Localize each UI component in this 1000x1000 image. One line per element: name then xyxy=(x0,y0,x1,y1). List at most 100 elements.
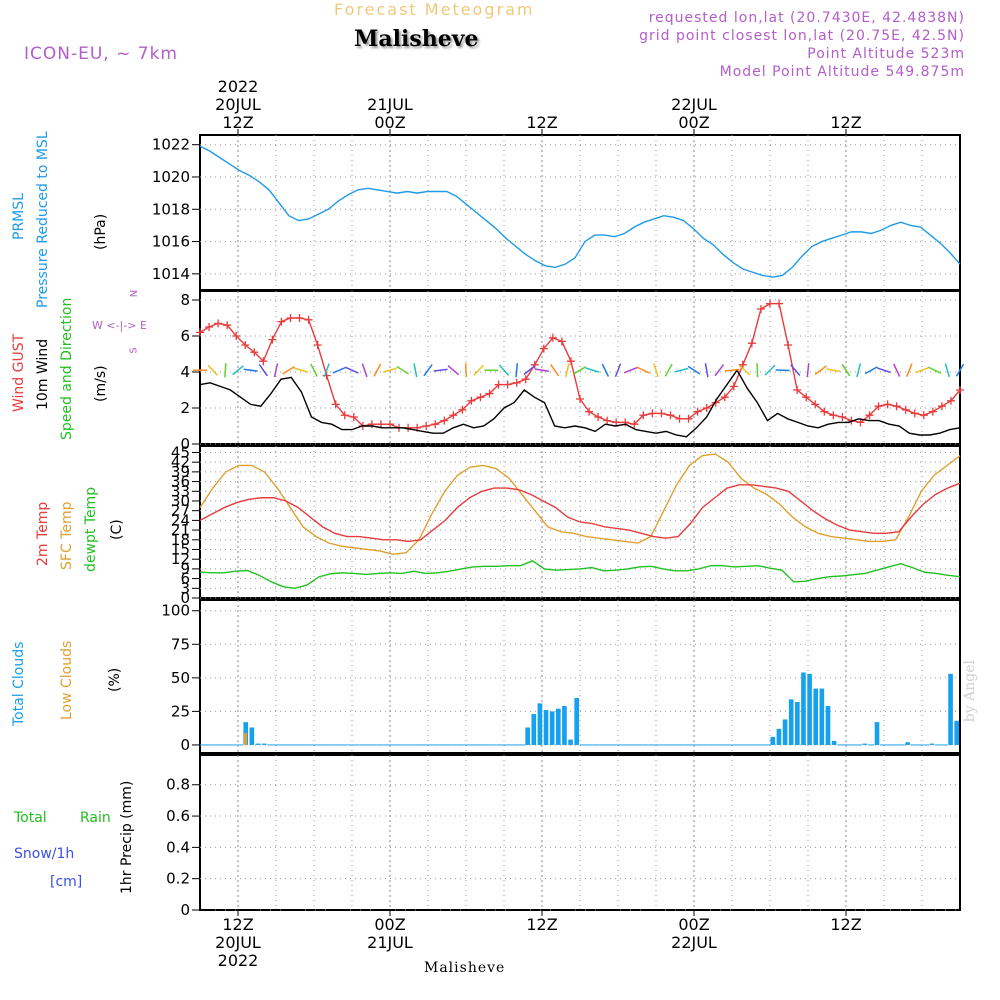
ytick-label-temp: 15 xyxy=(171,540,190,558)
gust-marker xyxy=(557,337,566,346)
gust-marker xyxy=(729,382,738,391)
ytick-label-temp: 12 xyxy=(171,550,190,568)
low-cloud-bar xyxy=(243,732,248,745)
ytick-label-pressure: 1018 xyxy=(152,200,190,218)
ytick-label-temp: 18 xyxy=(171,531,190,549)
gust-marker xyxy=(603,416,612,425)
gust-marker xyxy=(268,335,277,344)
wind-arrow xyxy=(704,363,709,378)
ytick-label-temp: 3 xyxy=(180,579,190,597)
gust-marker xyxy=(666,411,675,420)
bottom-time-label: 20JUL xyxy=(215,933,261,952)
precip-unit: 1hr Precip (mm) xyxy=(119,780,135,894)
total-cloud-bar xyxy=(795,702,800,745)
wind-arrow xyxy=(653,363,659,378)
gust-marker xyxy=(340,411,349,420)
gust-marker xyxy=(367,420,376,429)
gust-marker xyxy=(313,341,322,349)
total-cloud-bar xyxy=(549,711,555,745)
bottom-time-label: 22JUL xyxy=(671,933,717,952)
wind-arrow xyxy=(601,363,610,377)
total-cloud-bar xyxy=(261,743,267,745)
ytick-label-temp: 9 xyxy=(180,560,190,578)
gust-marker xyxy=(892,402,901,411)
ytick-label-temp: 30 xyxy=(171,492,190,510)
wind-arrow xyxy=(224,363,227,378)
gust-marker xyxy=(612,418,621,427)
gust-marker xyxy=(747,339,756,348)
ytick-label-wind: 4 xyxy=(180,363,190,381)
watermark: by Angel xyxy=(962,660,978,723)
gust-marker xyxy=(820,407,829,416)
wind-arrow xyxy=(232,365,244,376)
gust-marker xyxy=(829,411,838,420)
total-cloud-bar xyxy=(770,736,776,745)
gust-marker xyxy=(937,402,946,411)
wind-arrow xyxy=(534,368,550,373)
precip-snow-label: Snow/1h xyxy=(14,846,75,862)
low-clouds-label: Low Clouds xyxy=(59,640,75,720)
ytick-label-clouds: 25 xyxy=(171,702,190,720)
total-cloud-bar xyxy=(954,720,959,745)
gust-marker xyxy=(196,328,204,337)
total-cloud-bar xyxy=(801,672,806,745)
wind-arrow xyxy=(955,363,965,377)
ytick-label-pressure: 1020 xyxy=(152,168,190,186)
wind-arrow xyxy=(814,365,827,376)
gust-marker xyxy=(883,400,892,409)
gust-marker xyxy=(693,407,702,416)
wind-line xyxy=(199,368,961,438)
compass-s: S xyxy=(128,347,140,354)
gust-marker xyxy=(286,314,295,322)
ytick-label-temp: 27 xyxy=(171,502,190,520)
total-cloud-bar xyxy=(543,710,549,745)
ytick-label-temp: 6 xyxy=(180,570,190,588)
total-clouds-label: Total Clouds xyxy=(11,641,27,726)
t2m-line xyxy=(199,482,961,543)
gust-marker xyxy=(304,315,313,324)
gust-marker xyxy=(702,404,711,412)
gust-marker xyxy=(793,386,802,394)
total-cloud-bar xyxy=(574,697,579,745)
wind-arrow xyxy=(447,365,460,376)
wind-arrow xyxy=(714,364,725,377)
ytick-label-pressure: 1014 xyxy=(152,265,190,283)
bottom-time-label: 00Z xyxy=(374,915,405,934)
gust-marker xyxy=(205,323,214,331)
ytick-label-precip: 0 xyxy=(180,901,190,919)
temp-unit: (C) xyxy=(109,519,125,540)
cloud-unit: (%) xyxy=(107,667,123,692)
wind-arrow xyxy=(944,363,951,378)
gust-marker xyxy=(811,400,820,409)
wind-arrow xyxy=(323,363,330,378)
gust-marker xyxy=(295,314,304,322)
gust-marker xyxy=(946,396,955,405)
wind-arrow xyxy=(396,365,410,375)
total-cloud-bar xyxy=(831,740,837,745)
gust-marker xyxy=(657,409,666,418)
gust-marker xyxy=(485,389,494,398)
bottom-time-label: 21JUL xyxy=(367,933,413,952)
total-cloud-bar xyxy=(782,719,788,745)
gust-marker xyxy=(585,407,594,416)
total-cloud-bar xyxy=(948,673,953,745)
wind-label: 10m Wind xyxy=(35,338,51,410)
gust-marker xyxy=(766,299,774,308)
ytick-label-temp: 42 xyxy=(171,453,190,471)
station-title: Malisheve xyxy=(354,26,479,52)
wind-arrow xyxy=(515,363,519,378)
wind-arrow xyxy=(687,365,701,375)
ytick-label-clouds: 100 xyxy=(161,602,190,620)
wind-arrow xyxy=(585,367,600,373)
gust-label: Wind GUST xyxy=(11,333,27,412)
dewpt-line xyxy=(199,560,961,590)
wind-arrow xyxy=(207,364,218,376)
wind-arrow xyxy=(893,363,901,377)
ytick-label-precip: 0.8 xyxy=(166,776,190,794)
total-cloud-bar xyxy=(562,706,567,745)
ytick-label-pressure: 1016 xyxy=(152,233,190,251)
point-altitude: Point Altitude 523m xyxy=(807,46,965,62)
pressure-label-1: PRMSL xyxy=(11,193,27,240)
bottom-time-label: 2022 xyxy=(218,951,259,970)
total-cloud-bar xyxy=(255,743,261,745)
